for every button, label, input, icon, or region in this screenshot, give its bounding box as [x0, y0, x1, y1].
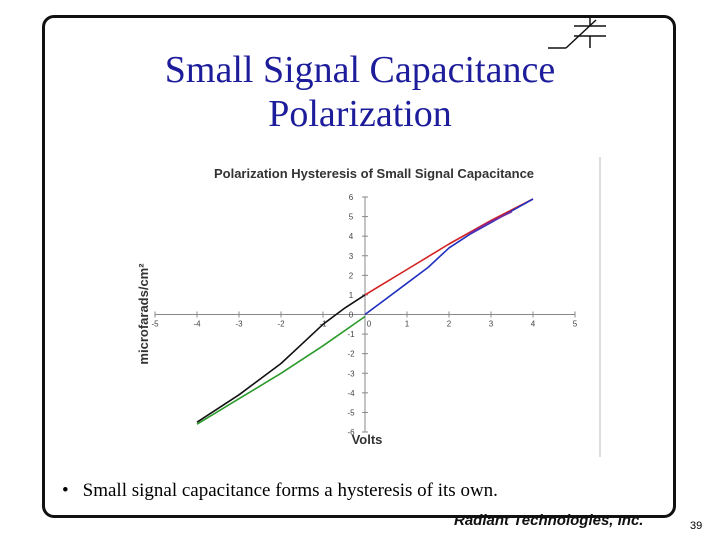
x-tick-label: -2 [277, 320, 285, 329]
y-axis-label: microfarads/cm² [136, 263, 151, 365]
x-tick-label: 5 [573, 320, 578, 329]
chart-title: Polarization Hysteresis of Small Signal … [214, 166, 534, 181]
y-tick-label: -5 [347, 408, 355, 417]
x-axis-label: Volts [352, 432, 383, 447]
y-tick-label: -6 [347, 428, 355, 437]
bullet-text: Small signal capacitance forms a hystere… [82, 480, 498, 501]
x-tick-label: 4 [531, 320, 536, 329]
y-tick-label: -4 [347, 389, 355, 398]
page-title: Small Signal Capacitance Polarization [60, 48, 660, 136]
bullet-marker: • [62, 480, 69, 501]
title-line-2: Polarization [268, 93, 452, 135]
title-line-1: Small Signal Capacitance [164, 49, 556, 91]
x-tick-label: 1 [405, 320, 410, 329]
series-line-1 [364, 198, 534, 296]
y-tick-label: 5 [349, 213, 354, 222]
y-tick-label: -1 [347, 330, 355, 339]
y-tick-label: 1 [349, 291, 354, 300]
series-line-4 [196, 315, 366, 425]
x-tick-label: -4 [193, 320, 201, 329]
hysteresis-chart: Polarization Hysteresis of Small Signal … [136, 157, 601, 457]
series-line-2 [364, 198, 534, 316]
y-tick-label: 2 [349, 271, 354, 280]
y-tick-label: 3 [349, 252, 354, 261]
bullet-point: • Small signal capacitance forms a hyster… [62, 480, 498, 502]
y-tick-label: -2 [347, 350, 355, 359]
x-tick-label: -3 [235, 320, 243, 329]
y-tick-label: 0 [349, 311, 354, 320]
page-number: 39 [690, 520, 703, 532]
x-tick-label: 3 [489, 320, 494, 329]
series-line-5 [196, 294, 366, 423]
x-tick-label: -5 [151, 320, 159, 329]
x-tick-label: 2 [447, 320, 452, 329]
y-tick-label: -3 [347, 369, 355, 378]
y-tick-label: 6 [349, 193, 354, 202]
brand-logo-text: Radiant Technologies, Inc. [454, 512, 644, 529]
y-tick-label: 4 [349, 232, 354, 241]
x-tick-label: 0 [367, 320, 372, 329]
capacitor-icon [548, 16, 606, 49]
slide-frame [42, 15, 676, 518]
series-line-3 [469, 210, 513, 234]
